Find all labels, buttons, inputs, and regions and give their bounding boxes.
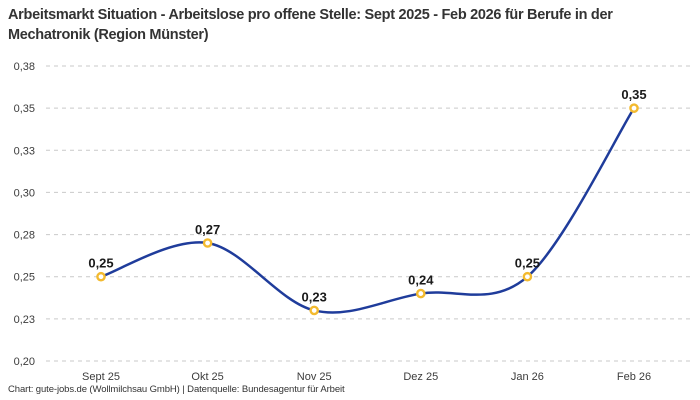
y-tick-label: 0,35	[14, 103, 35, 115]
data-point-label: 0,27	[195, 222, 220, 237]
data-line	[99, 106, 636, 314]
data-point-marker[interactable]	[522, 271, 533, 282]
data-point-marker[interactable]	[96, 271, 106, 282]
x-tick-label: Feb 26	[617, 371, 651, 383]
data-point-label: 0,25	[515, 256, 540, 271]
data-point-marker[interactable]	[415, 288, 426, 299]
y-tick-label: 0,33	[14, 145, 35, 157]
y-tick-label: 0,23	[14, 314, 35, 326]
data-point-marker[interactable]	[309, 305, 320, 316]
y-tick-label: 0,38	[14, 61, 35, 73]
data-point-label: 0,25	[88, 256, 113, 271]
x-tick-label: Sept 25	[82, 371, 120, 383]
chart-title: Arbeitsmarkt Situation - Arbeitslose pro…	[8, 7, 613, 43]
data-point-label: 0,24	[408, 273, 434, 288]
y-tick-label: 0,20	[14, 356, 35, 368]
data-point-marker[interactable]	[202, 238, 213, 248]
y-tick-label: 0,28	[14, 230, 35, 242]
x-tick-label: Okt 25	[191, 371, 223, 383]
x-tick-label: Dez 25	[403, 371, 438, 383]
y-tick-label: 0,30	[14, 187, 35, 199]
data-point-label: 0,35	[621, 87, 646, 102]
data-point-label: 0,23	[302, 289, 327, 304]
data-point-marker[interactable]	[629, 103, 639, 113]
y-tick-label: 0,25	[14, 272, 35, 284]
x-tick-label: Jan 26	[511, 371, 544, 383]
chart-credit: Chart: gute-jobs.de (Wollmilchsau GmbH) …	[8, 384, 345, 395]
x-tick-label: Nov 25	[297, 371, 332, 383]
